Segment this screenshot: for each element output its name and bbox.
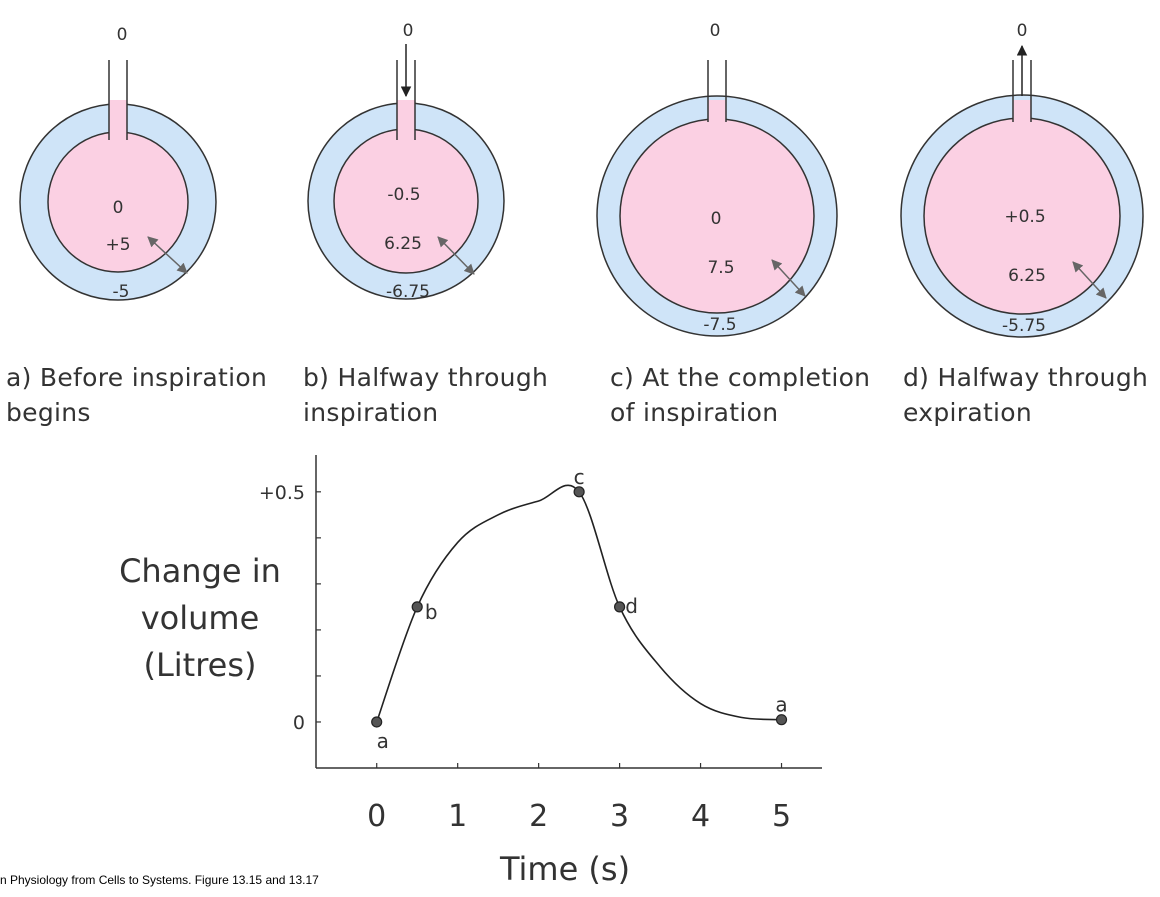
recoil-arrow <box>771 259 806 297</box>
x-tick-label: 0 <box>367 799 386 834</box>
data-point-c <box>573 486 585 498</box>
alveolar-pressure: 0 <box>711 209 722 229</box>
data-point-label: d <box>625 594 638 618</box>
caption-a: a) Before inspiration begins <box>6 360 267 430</box>
intrapleural-pressure: 7.5 <box>707 258 734 278</box>
data-point-a <box>371 716 383 728</box>
data-point-a <box>775 714 788 726</box>
x-tick-label: 3 <box>610 799 629 834</box>
outside-pressure: 0 <box>117 25 128 45</box>
panel-d: 0 +0.5 6.25 -5.75 <box>900 21 1144 338</box>
outside-pressure: 0 <box>1017 21 1028 41</box>
caption-a-line1: a) Before inspiration <box>6 363 268 392</box>
chart-ylabel: Change in volume (Litres) <box>100 548 300 689</box>
recoil-pressure: -5.75 <box>1002 316 1046 336</box>
caption-b: b) Halfway through inspiration <box>303 360 548 430</box>
ylabel-line1: Change in <box>119 552 281 590</box>
recoil-arrow <box>147 236 188 274</box>
intrapleural-pressure: 6.25 <box>384 234 422 254</box>
x-tick-label: 4 <box>691 799 710 834</box>
panel-a: 0 0 +5 -5 <box>19 25 217 302</box>
airway <box>1013 100 1031 122</box>
lung-diagrams: 0 0 +5 -5 0 -0.5 6.25 -6.75 0 0 7.5 -7.5 <box>19 21 1144 338</box>
data-point-label: c <box>574 465 585 489</box>
intrapleural-pressure: +5 <box>105 235 130 255</box>
data-point-label: a <box>775 693 787 717</box>
panel-c: 0 0 7.5 -7.5 <box>596 21 838 337</box>
outside-pressure: 0 <box>403 21 414 41</box>
caption-c-line1: c) At the completion <box>610 363 871 392</box>
data-point-d <box>613 601 626 613</box>
ylabel-line3: (Litres) <box>143 646 257 684</box>
x-tick-label: 1 <box>448 799 467 834</box>
recoil-arrow <box>437 236 475 275</box>
x-tick-label: 5 <box>772 799 791 834</box>
recoil-pressure: -7.5 <box>703 315 736 335</box>
y-tick-label: +0.5 <box>259 482 305 504</box>
airway <box>397 100 415 140</box>
outside-pressure: 0 <box>710 21 721 41</box>
recoil-pressure: -6.75 <box>386 282 430 302</box>
ylabel-line2: volume <box>140 599 260 637</box>
intrapleural-pressure: 6.25 <box>1008 266 1046 286</box>
caption-d-line1: d) Halfway through <box>903 363 1149 392</box>
airway <box>708 100 726 122</box>
alveolar-pressure: +0.5 <box>1004 207 1045 227</box>
airway <box>109 100 127 140</box>
recoil-pressure: -5 <box>113 282 130 302</box>
y-tick-label: 0 <box>293 712 305 734</box>
data-point-label: b <box>425 600 438 624</box>
source-citation: n Physiology from Cells to Systems. Figu… <box>0 873 319 887</box>
alveolar-pressure: -0.5 <box>387 185 420 205</box>
caption-c-line2: of inspiration <box>610 398 779 427</box>
recoil-arrow <box>1072 261 1107 299</box>
caption-a-line2: begins <box>6 398 91 427</box>
caption-c: c) At the completion of inspiration <box>610 360 870 430</box>
caption-d: d) Halfway through expiration <box>903 360 1148 430</box>
panel-b: 0 -0.5 6.25 -6.75 <box>307 21 505 302</box>
data-point-b <box>411 601 423 613</box>
data-point-label: a <box>377 729 389 753</box>
caption-b-line1: b) Halfway through <box>303 363 549 392</box>
x-axis-label: Time (s) <box>499 850 630 888</box>
caption-d-line2: expiration <box>903 398 1033 427</box>
x-tick-label: 2 <box>529 799 548 834</box>
caption-b-line2: inspiration <box>303 398 439 427</box>
alveolar-pressure: 0 <box>113 198 124 218</box>
